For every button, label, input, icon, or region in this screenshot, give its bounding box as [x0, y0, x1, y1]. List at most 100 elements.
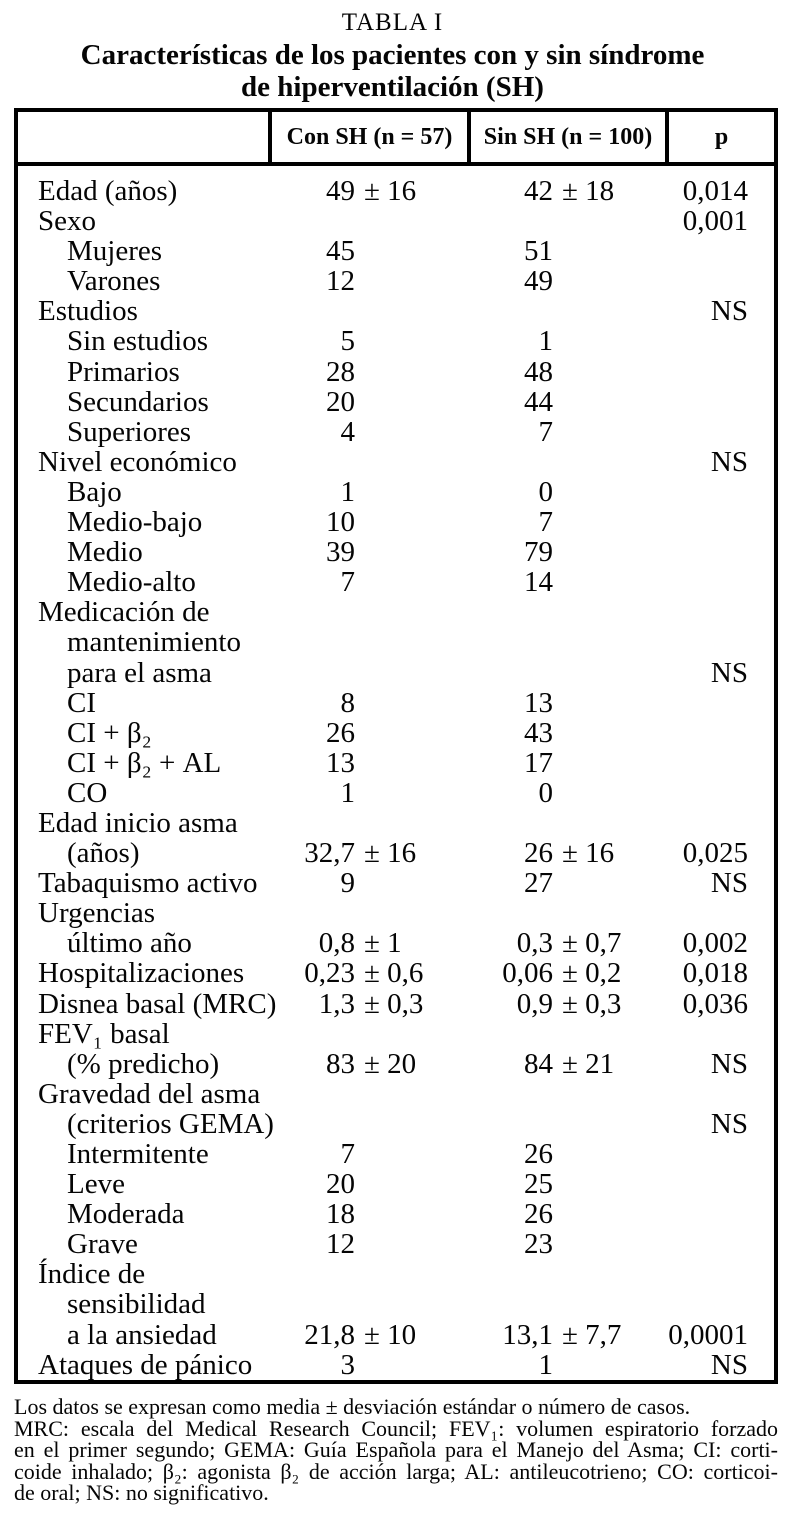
table-row: para el asma NS: [18, 657, 774, 687]
con-sh-value-sd: ± 0,3: [364, 987, 424, 1020]
p-value: 0,0001: [668, 1318, 748, 1351]
table-header: Con SH (n = 57) Sin SH (n = 100) p: [18, 112, 774, 166]
row-label: Intermitente: [67, 1138, 209, 1170]
table-row: Bajo 1 0: [18, 477, 774, 507]
con-sh-value: 45: [326, 235, 355, 268]
sin-sh-value: 79: [524, 536, 553, 569]
row-label: Edad (años): [38, 175, 178, 207]
table-row: Moderada 18 26: [18, 1199, 774, 1229]
row-label: a la ansiedad: [67, 1318, 217, 1351]
sin-sh-value: 48: [524, 355, 553, 388]
table-row: FEV₁ basal: [18, 1019, 774, 1049]
header-divider: [268, 112, 272, 162]
sin-sh-value: 51: [524, 235, 553, 268]
table-title: Características de los pacientes con y s…: [0, 39, 785, 103]
table-row: Edad inicio asma: [18, 808, 774, 838]
sin-sh-value-sd: ± 18: [562, 175, 615, 207]
con-sh-value: 21,8: [304, 1318, 355, 1351]
row-label: sensibilidad: [67, 1288, 206, 1321]
table-row: (años) 32,7 ± 16 26 ± 16 0,025: [18, 838, 774, 868]
header-divider: [665, 112, 669, 162]
sin-sh-value: 43: [524, 716, 553, 749]
table-row: Mujeres 45 51: [18, 236, 774, 266]
con-sh-value: 4: [340, 415, 356, 448]
table-number: TABLA I: [341, 9, 444, 36]
table-row: Medicación de: [18, 597, 774, 627]
table-row: Medio 39 79: [18, 537, 774, 567]
row-label: (criterios GEMA): [67, 1107, 274, 1140]
table-row: Estudios NS: [18, 296, 774, 326]
sin-sh-value: 26: [524, 1138, 553, 1170]
con-sh-value: 8: [340, 686, 356, 719]
footnote-line: de oral; NS: no significativo.: [14, 1480, 269, 1505]
p-value: 0,014: [682, 175, 748, 207]
table-row: Sin estudios 5 1: [18, 326, 774, 356]
row-label: FEV₁ basal: [38, 1017, 170, 1050]
table-row: Edad (años) 49 ± 16 42 ± 18 0,014: [18, 176, 774, 206]
table-row: (% predicho) 83 ± 20 84 ± 21 NS: [18, 1049, 774, 1079]
row-label: Edad inicio asma: [38, 806, 238, 839]
table-row: Ataques de pánico 3 1 NS: [18, 1350, 774, 1380]
table-footnote: Los datos se expresan como media ± desvi…: [14, 1396, 778, 1504]
sin-sh-value-sd: ± 16: [562, 837, 615, 870]
table-row: Disnea basal (MRC) 1,3 ± 0,3 0,9 ± 0,3 0,036: [18, 987, 774, 1020]
row-label: Ataques de pánico: [38, 1348, 253, 1381]
sin-sh-value: 44: [524, 385, 553, 418]
row-label: mantenimiento: [67, 626, 241, 659]
p-value: NS: [710, 295, 748, 328]
table-row: (criterios GEMA) NS: [18, 1109, 774, 1139]
p-value: NS: [710, 867, 748, 900]
row-label: Secundarios: [67, 385, 209, 418]
header-divider: [467, 112, 471, 162]
sin-sh-value-sd: ± 0,2: [562, 957, 622, 990]
con-sh-value: 0,23: [304, 957, 355, 990]
sin-sh-value: 26: [524, 837, 553, 870]
table-row: último año 0,8 ± 1 0,3 ± 0,7 0,002: [18, 928, 774, 958]
column-header-sin-sh: Sin SH (n = 100): [483, 124, 653, 150]
row-label: Estudios: [38, 295, 138, 328]
patients-table: Con SH (n = 57) Sin SH (n = 100) p Edad …: [14, 108, 778, 1384]
footnote-abbreviations: MRC: escala del Medical Research Council…: [14, 1415, 778, 1505]
table-row: CI 8 13: [18, 686, 774, 719]
sin-sh-value: 0,06: [502, 957, 553, 990]
con-sh-value: 20: [326, 385, 355, 418]
table-row: Hospitalizaciones 0,23 ± 0,6 0,06 ± 0,2 0,018: [18, 958, 774, 988]
row-label: Leve: [67, 1168, 125, 1201]
p-value: 0,025: [682, 837, 748, 870]
con-sh-value: 83: [326, 1047, 355, 1080]
table-row: CO 1 0: [18, 778, 774, 808]
row-label: Índice de: [38, 1258, 146, 1291]
sin-sh-value: 1: [538, 325, 554, 358]
row-label: Superiores: [67, 415, 192, 448]
p-value: NS: [710, 1348, 748, 1381]
table-row: Tabaquismo activo 9 27 NS: [18, 868, 774, 898]
table-row: Gravedad del asma: [18, 1079, 774, 1109]
row-label: CI + β₂ + AL: [67, 746, 222, 779]
con-sh-value: 1,3: [318, 987, 355, 1020]
sin-sh-value-sd: ± 0,3: [562, 987, 622, 1020]
table-row: CI + β₂ + AL 13 17: [18, 748, 774, 778]
con-sh-value: 7: [340, 566, 356, 599]
table-row: Medio-bajo 10 7: [18, 507, 774, 537]
row-label: Varones: [67, 265, 161, 298]
con-sh-value: 12: [326, 265, 355, 298]
row-label: CI + β₂: [67, 716, 152, 749]
row-label: Medio: [67, 536, 143, 569]
sin-sh-value-sd: ± 21: [562, 1047, 615, 1080]
row-label: Sexo: [38, 205, 96, 238]
row-label: Sin estudios: [67, 325, 208, 358]
table-row: Urgencias: [18, 898, 774, 928]
table-title-line1: Características de los pacientes con y s…: [80, 39, 705, 71]
sin-sh-value: 7: [538, 506, 554, 539]
table-row: Secundarios 20 44: [18, 387, 774, 417]
row-label: Moderada: [67, 1198, 185, 1231]
p-value: NS: [710, 1107, 748, 1140]
con-sh-value-sd: ± 1: [364, 927, 402, 960]
sin-sh-value: 14: [524, 566, 553, 599]
con-sh-value: 26: [326, 716, 355, 749]
footnote-line: MRC: escala del Medical Research Council…: [14, 1415, 778, 1441]
p-value: 0,001: [682, 205, 748, 238]
table-row: mantenimiento: [18, 627, 774, 657]
sin-sh-value-sd: ± 7,7: [562, 1318, 622, 1351]
